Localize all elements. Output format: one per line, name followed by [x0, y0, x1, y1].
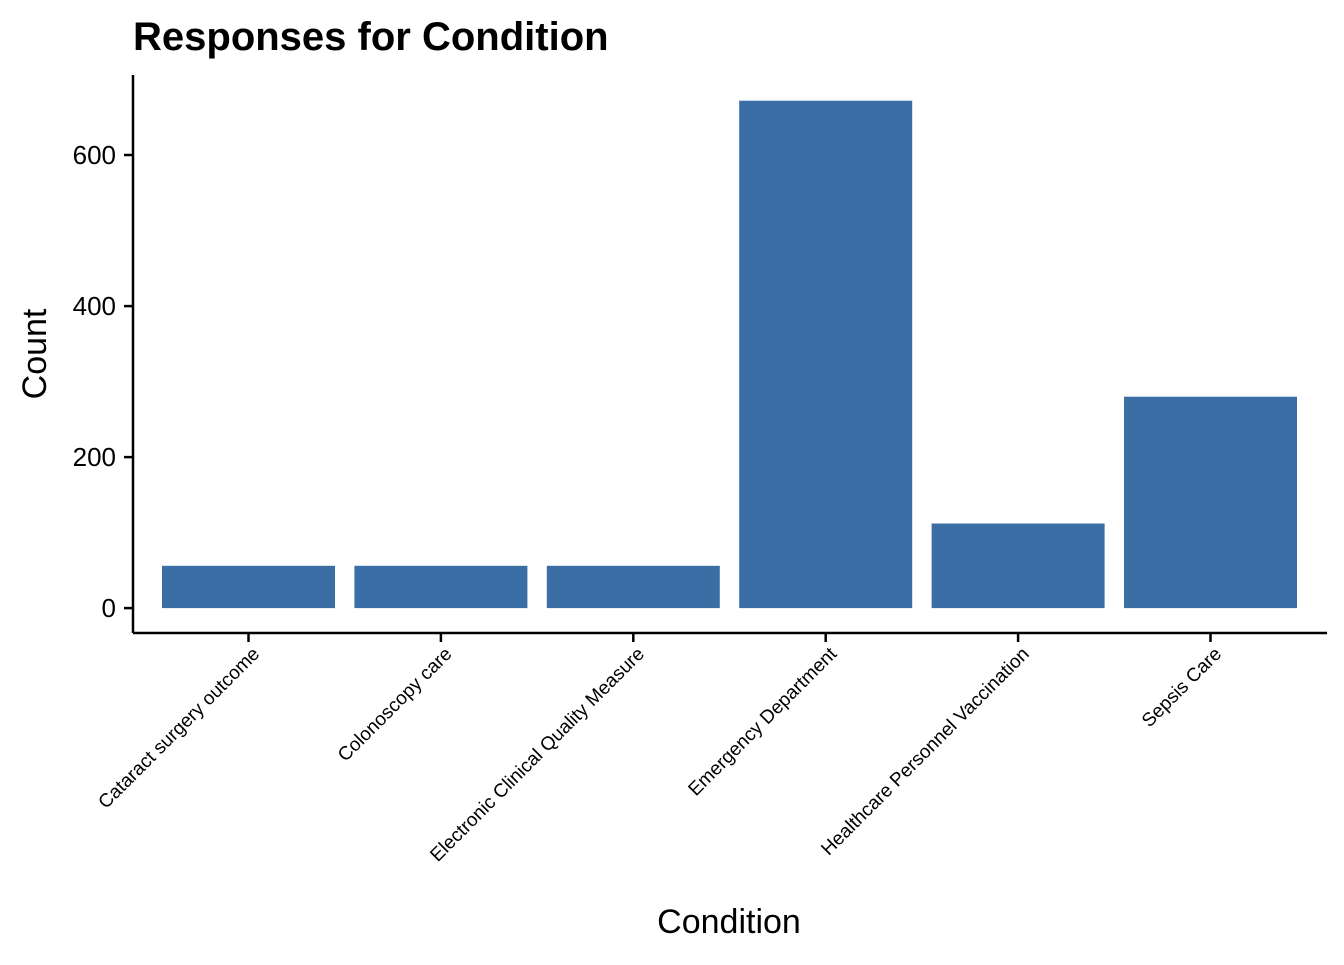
- bar-4: [931, 523, 1105, 609]
- x-tick-label-2: Electronic Clinical Quality Measure: [426, 644, 648, 866]
- y-tick-label-1: 200: [73, 442, 116, 472]
- bar-5: [1124, 396, 1297, 609]
- chart-title: Responses for Condition: [133, 15, 609, 59]
- y-ticks-group: 0 200 400 600: [73, 140, 133, 623]
- bar-3: [739, 100, 913, 609]
- bar-1: [354, 565, 528, 609]
- bar-2: [546, 565, 720, 609]
- bar-0: [162, 565, 335, 609]
- x-ticks-group: Cataract surgery outcome Colonoscopy care…: [95, 633, 1226, 866]
- x-axis-title: Condition: [657, 903, 801, 941]
- x-tick-label-3: Emergency Department: [685, 643, 842, 800]
- bars-group: [162, 100, 1297, 609]
- y-axis-title: Count: [16, 308, 54, 399]
- x-tick-label-0: Cataract surgery outcome: [95, 644, 264, 813]
- x-tick-label-5: Sepsis Care: [1138, 644, 1226, 732]
- y-tick-label-2: 400: [73, 291, 116, 321]
- y-tick-label-3: 600: [73, 140, 116, 170]
- x-tick-label-1: Colonoscopy care: [334, 644, 456, 766]
- x-tick-label-4: Healthcare Personnel Vaccination: [817, 644, 1033, 860]
- y-tick-label-0: 0: [102, 593, 116, 623]
